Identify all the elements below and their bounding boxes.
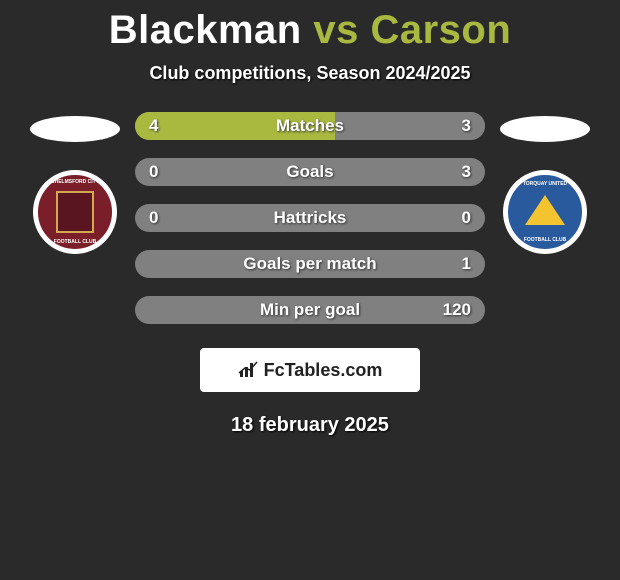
stat-value-left: 0 bbox=[149, 162, 158, 182]
logo-text: FcTables.com bbox=[264, 360, 383, 381]
stat-value-right: 120 bbox=[443, 300, 471, 320]
stat-value-right: 3 bbox=[462, 162, 471, 182]
stat-value-right: 0 bbox=[462, 208, 471, 228]
player2-name: Carson bbox=[370, 8, 511, 52]
right-side: TORQUAY UNITED FOOTBALL CLUB bbox=[485, 112, 605, 254]
vs-text: vs bbox=[313, 8, 359, 52]
date-text: 18 february 2025 bbox=[0, 414, 620, 437]
stat-label: Hattricks bbox=[274, 208, 347, 228]
stat-value-right: 3 bbox=[462, 116, 471, 136]
page-title: Blackman vs Carson bbox=[0, 8, 620, 53]
stat-value-left: 0 bbox=[149, 208, 158, 228]
stat-label: Min per goal bbox=[260, 300, 360, 320]
left-side: CHELMSFORD CITY FOOTBALL CLUB bbox=[15, 112, 135, 254]
stat-bar: 4 Matches 3 bbox=[135, 112, 485, 140]
stat-value-right: 1 bbox=[462, 254, 471, 274]
player1-photo-placeholder bbox=[30, 116, 120, 142]
player2-club-badge: TORQUAY UNITED FOOTBALL CLUB bbox=[503, 170, 587, 254]
chart-icon bbox=[238, 361, 260, 379]
club1-text-bottom: FOOTBALL CLUB bbox=[38, 239, 112, 245]
content-row: CHELMSFORD CITY FOOTBALL CLUB 4Matches30… bbox=[0, 112, 620, 324]
stat-bar: Min per goal 120 bbox=[135, 296, 485, 324]
club2-mountain-icon bbox=[525, 195, 565, 225]
player1-name: Blackman bbox=[109, 8, 302, 52]
club2-text-bottom: FOOTBALL CLUB bbox=[508, 237, 582, 243]
club1-text-top: CHELMSFORD CITY bbox=[38, 179, 112, 185]
player2-photo-placeholder bbox=[500, 116, 590, 142]
stats-bars: 4 Matches 3 0 Goals 3 0 Hattricks 0 Goals per mat… bbox=[135, 112, 485, 324]
player1-club-badge: CHELMSFORD CITY FOOTBALL CLUB bbox=[33, 170, 117, 254]
subtitle: Club competitions, Season 2024/2025 bbox=[0, 63, 620, 84]
stat-label: Goals per match bbox=[243, 254, 376, 274]
stat-label: Goals bbox=[286, 162, 333, 182]
stat-bar: 0 Hattricks 0 bbox=[135, 204, 485, 232]
stat-bar: 0 Goals 3 bbox=[135, 158, 485, 186]
club1-shield-icon bbox=[56, 191, 94, 233]
club2-text-top: TORQUAY UNITED bbox=[508, 181, 582, 187]
stat-value-left: 4 bbox=[149, 116, 158, 136]
fctables-logo: FcTables.com bbox=[200, 348, 420, 392]
stat-label: Matches bbox=[276, 116, 344, 136]
stat-bar: Goals per match 1 bbox=[135, 250, 485, 278]
infographic-container: Blackman vs Carson Club competitions, Se… bbox=[0, 0, 620, 437]
